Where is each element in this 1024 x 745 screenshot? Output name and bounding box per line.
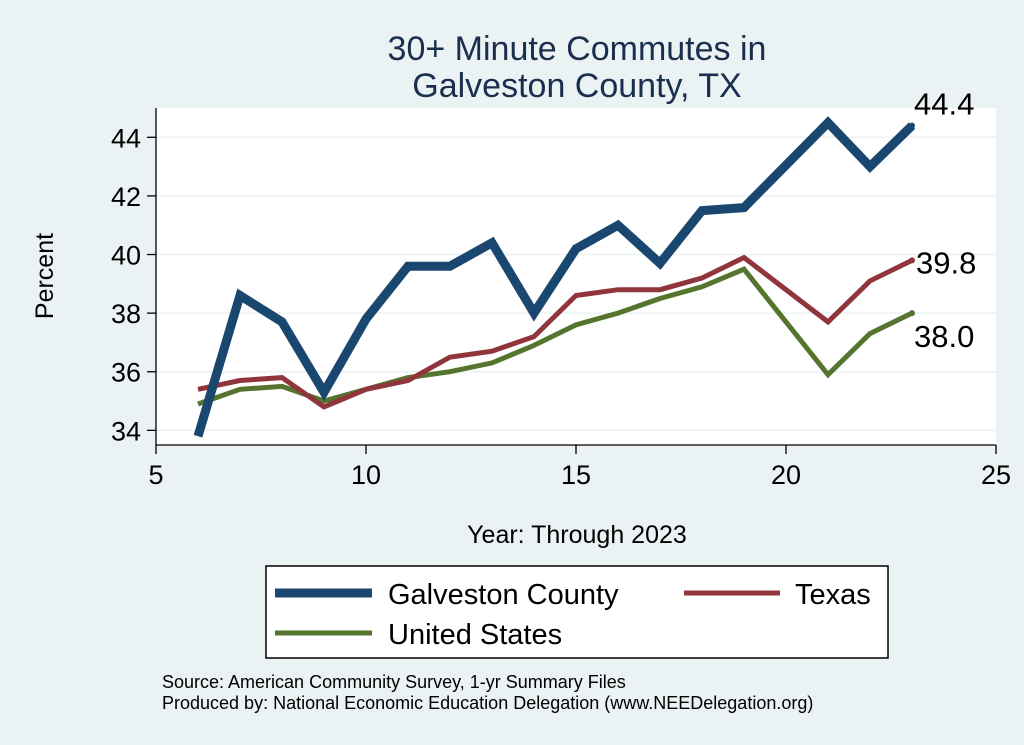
plot-area (156, 108, 996, 445)
chart-title-line-1: 30+ Minute Commutes in (388, 30, 767, 68)
y-axis-label: Percent (31, 233, 59, 319)
y-tick-label: 36 (111, 358, 141, 388)
end-marker (909, 122, 915, 129)
series-lines (193, 116, 916, 438)
y-tick-label: 38 (111, 299, 141, 329)
legend-box (265, 565, 889, 659)
legend-label-galveston: Galveston County (388, 579, 619, 611)
series-line-texas (197, 254, 914, 410)
legend-label-united-states: United States (388, 619, 562, 651)
y-tick-label: 42 (111, 182, 141, 212)
x-tick-label: 15 (561, 460, 591, 490)
producer-note: Produced by: National Economic Education… (162, 693, 813, 713)
x-tick-label: 10 (351, 460, 381, 490)
gridlines (156, 136, 996, 432)
end-marker (909, 257, 915, 264)
y-tick-label: 44 (111, 123, 141, 153)
end-label-united-states: 38.0 (914, 319, 974, 354)
y-axis-ticks: 34 36 38 40 42 44 (111, 123, 156, 446)
end-marker (909, 310, 915, 317)
end-labels: 44.4 39.8 38.0 (909, 87, 976, 354)
legend-label-texas: Texas (795, 579, 871, 611)
y-tick-label: 34 (111, 416, 141, 446)
end-label-texas: 39.8 (916, 245, 976, 280)
x-tick-label: 25 (981, 460, 1011, 490)
y-tick-label: 40 (111, 241, 141, 271)
x-axis-ticks: 5 10 15 20 25 (148, 445, 1011, 490)
series-line-galveston (193, 116, 916, 438)
x-axis-label: Year: Through 2023 (467, 521, 687, 549)
end-label-galveston: 44.4 (914, 87, 974, 122)
source-note: Source: American Community Survey, 1-yr … (162, 672, 626, 692)
x-tick-label: 5 (148, 460, 163, 490)
x-tick-label: 20 (771, 460, 801, 490)
chart-title-line-2: Galveston County, TX (412, 67, 741, 105)
